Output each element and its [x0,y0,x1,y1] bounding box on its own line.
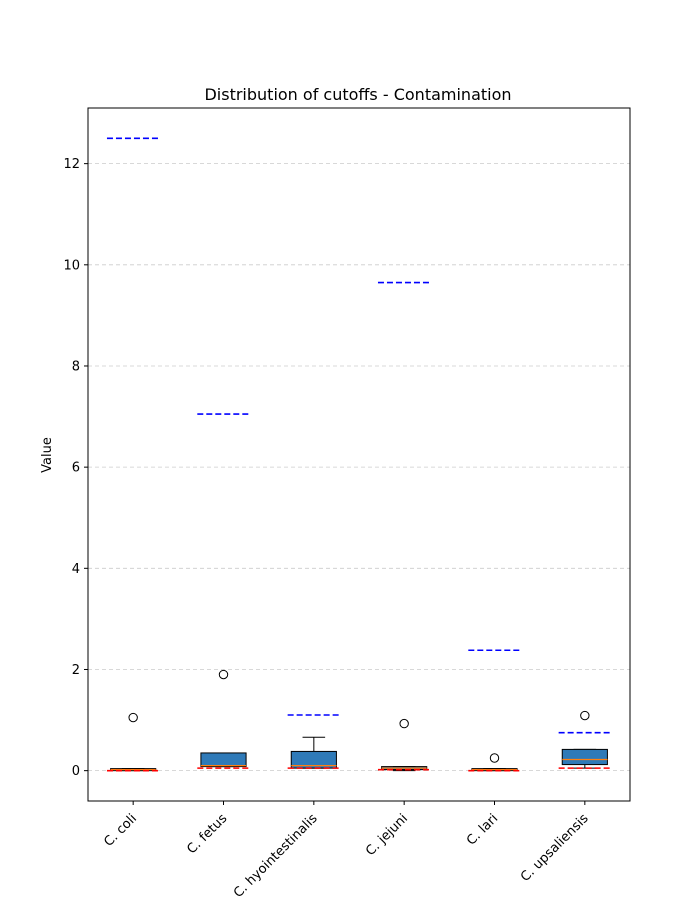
outlier-point [399,718,409,729]
x-tick-label: C. hyointestinalis [231,811,321,900]
chart-title: Distribution of cutoffs - Contamination [204,85,511,104]
box-group [561,710,608,769]
y-tick-label: 8 [72,359,80,374]
outlier-point [128,712,138,723]
y-tick-label: 12 [63,157,80,172]
box-body [290,750,337,769]
outlier-point [489,753,500,763]
x-axis: C. coli C. fetus C. hyointestinalis C. jeju… [101,801,592,900]
y-tick-label: 4 [72,562,80,577]
box-group [290,736,337,769]
plot-frame [87,107,631,802]
y-tick-label: 10 [63,258,80,273]
x-tick-label: C. lari [464,811,501,848]
box-body [561,748,608,766]
plot-area [106,137,612,772]
outlier-point [218,669,229,680]
y-tick-label: 6 [72,461,80,476]
x-tick-label: C. coli [101,811,140,850]
box-group [381,718,428,772]
y-axis: 0 2 4 6 8 10 12 [63,157,88,779]
box-body [200,752,247,768]
x-tick-label: C. fetus [184,811,230,857]
x-tick-label: C. jejuni [363,811,411,859]
box-group [110,712,157,772]
y-axis-label: Value [40,437,55,473]
y-tick-label: 2 [72,663,80,678]
box-group [200,669,247,768]
outlier-point [580,710,590,721]
y-tick-label: 0 [72,764,80,779]
box-group [471,753,518,772]
x-tick-label: C. upsaliensis [518,811,592,885]
grid-lines [88,163,630,772]
